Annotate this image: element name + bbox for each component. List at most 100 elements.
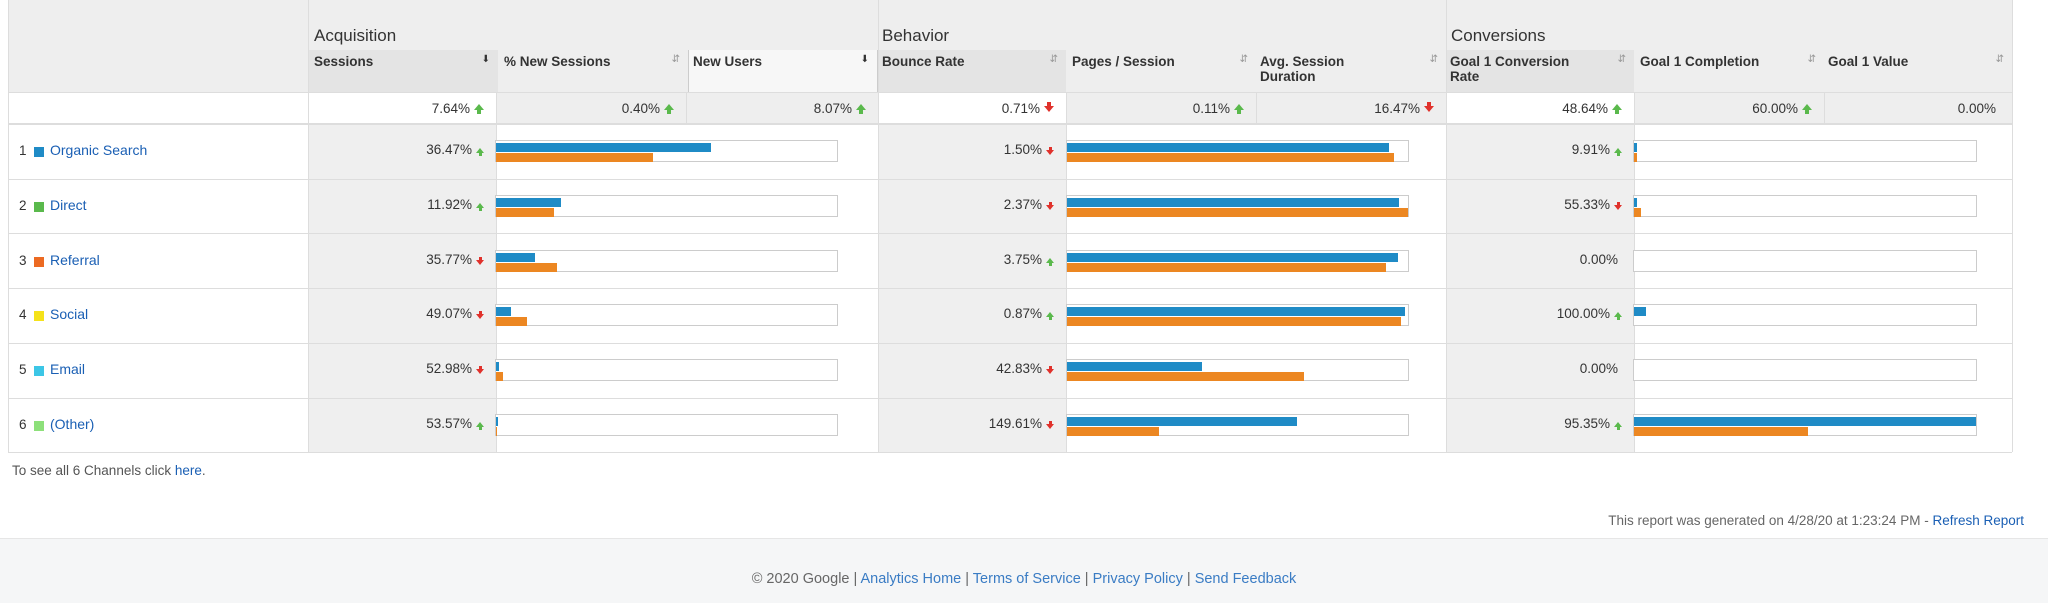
- arrow-up-icon: [1802, 104, 1812, 114]
- channel-link[interactable]: Social: [50, 306, 89, 323]
- bar-current: [496, 198, 561, 208]
- row-number: 1: [19, 143, 27, 159]
- arrow-down-icon: [1046, 366, 1054, 375]
- col-pages-session[interactable]: Pages / Session ⇵: [1066, 50, 1256, 92]
- bar-previous: [496, 372, 503, 382]
- generated-label: This report was generated on 4/28/20 at …: [1608, 513, 1933, 528]
- divider: [496, 92, 497, 452]
- footer-copyright: © 2020 Google |: [751, 571, 861, 587]
- col-goal-value[interactable]: Goal 1 Value ⇵: [1824, 50, 2012, 92]
- bar-previous: [496, 153, 653, 163]
- arrow-down-icon: [1046, 202, 1054, 211]
- pct-change: 35.77%: [426, 251, 472, 267]
- col-new-users-label: New Users: [693, 54, 763, 69]
- arrow-up-icon: [1614, 148, 1622, 157]
- conv-bar-chart: [1633, 413, 1977, 436]
- channel-link[interactable]: Organic Search: [50, 142, 148, 159]
- footer-link-analytics-home[interactable]: Analytics Home: [860, 571, 962, 587]
- channel-link[interactable]: Direct: [50, 197, 87, 214]
- arrow-up-icon: [1046, 257, 1054, 266]
- col-goal-completion[interactable]: Goal 1 Completion ⇵: [1634, 50, 1824, 92]
- col-bounce-rate[interactable]: Bounce Rate ⇵: [878, 50, 1066, 92]
- conv-pct-cell: 9.91%: [1446, 124, 1634, 179]
- beh-pct-col: [878, 124, 1066, 452]
- conv-pct-cell: 95.35%: [1446, 398, 1634, 453]
- col-avg-duration[interactable]: Avg. Session Duration ⇵: [1256, 50, 1446, 92]
- beh-bar-chart: [1066, 304, 1409, 327]
- conv-bar-col: [1634, 124, 2012, 452]
- col-sessions[interactable]: Sessions ⬇: [308, 50, 498, 92]
- bar-current: [1634, 416, 1976, 426]
- sort-icon: ⇵: [1239, 54, 1248, 65]
- series-color-swatch: [34, 147, 44, 158]
- bar-current: [1634, 198, 1637, 208]
- acq-bar-chart: [495, 140, 838, 163]
- pct-change: 0.00%: [1579, 361, 1618, 377]
- series-color-swatch: [34, 202, 44, 213]
- bar-previous: [1634, 426, 1809, 436]
- arrow-down-icon: [476, 311, 484, 320]
- col-avg-duration-label: Avg. Session Duration: [1260, 54, 1345, 84]
- bar-previous: [1067, 426, 1160, 436]
- pct-change: 36.47%: [426, 142, 472, 158]
- col-new-users[interactable]: New Users ⬇: [688, 50, 878, 92]
- channel-link[interactable]: Referral: [50, 251, 100, 268]
- row-divider: [8, 178, 2012, 180]
- col-new-sessions-label: % New Sessions: [504, 54, 611, 69]
- group-conversions: Conversions: [1451, 26, 1546, 45]
- row-divider: [8, 124, 2012, 125]
- row-divider: [8, 233, 2012, 235]
- totals-value: 0.00%: [1957, 101, 1996, 116]
- series-color-swatch: [34, 420, 44, 431]
- col-goal-conv-rate[interactable]: Goal 1 Conversion Rate ⇵: [1446, 50, 1634, 92]
- conv-bar-chart: [1633, 140, 1977, 163]
- arrow-down-icon: [476, 256, 484, 265]
- arrow-down-icon: [1044, 102, 1054, 112]
- acq-pct-col: [308, 124, 496, 452]
- bar-previous: [496, 317, 527, 327]
- conv-bar-chart: [1633, 249, 1977, 272]
- footer-sep: |: [1182, 571, 1195, 587]
- bar-current: [1634, 307, 1646, 317]
- pct-change: 52.98%: [426, 361, 472, 377]
- series-color-swatch: [34, 256, 44, 267]
- totals-cell-sessions: 7.64%: [308, 93, 496, 123]
- group-acquisition: Acquisition: [314, 26, 397, 45]
- group-behavior: Behavior: [882, 26, 950, 45]
- col-new-sessions[interactable]: % New Sessions ⇵: [498, 50, 688, 92]
- pct-change: 55.33%: [1564, 197, 1610, 213]
- see-all-link[interactable]: here: [174, 463, 202, 478]
- totals-cell-bounce_rate: 0.71%: [878, 93, 1066, 123]
- bar-current: [1067, 252, 1398, 262]
- channel-link[interactable]: (Other): [50, 415, 95, 432]
- arrow-up-icon: [474, 104, 484, 114]
- row-divider: [8, 397, 2012, 399]
- bar-current: [1067, 362, 1202, 372]
- footer-link-terms[interactable]: Terms of Service: [972, 571, 1081, 587]
- divider: [1446, 0, 1447, 452]
- bar-previous: [1067, 153, 1395, 163]
- conv-pct-col: [1446, 124, 1634, 452]
- channel-link[interactable]: Email: [50, 361, 86, 378]
- footer-link-privacy[interactable]: Privacy Policy: [1092, 571, 1183, 587]
- arrow-up-icon: [856, 104, 866, 114]
- acq-pct-cell: 52.98%: [308, 343, 496, 398]
- sort-icon: ⇵: [1429, 54, 1438, 65]
- beh-pct-cell: 2.37%: [878, 179, 1066, 234]
- beh-pct-cell: 149.61%: [878, 398, 1066, 453]
- pct-change: 1.50%: [1003, 142, 1042, 158]
- beh-pct-cell: 1.50%: [878, 124, 1066, 179]
- acq-pct-cell: 11.92%: [308, 179, 496, 234]
- bar-previous: [1067, 317, 1402, 327]
- totals-value: 60.00%: [1752, 101, 1798, 116]
- pct-change: 100.00%: [1556, 306, 1610, 322]
- acq-bar-col: [496, 124, 878, 452]
- footer-link-feedback[interactable]: Send Feedback: [1194, 571, 1297, 587]
- refresh-report-link[interactable]: Refresh Report: [1932, 513, 2024, 528]
- pct-change: 11.92%: [427, 197, 472, 213]
- row-divider: [8, 288, 2012, 290]
- arrow-up-icon: [476, 203, 484, 212]
- pct-change: 2.37%: [1003, 197, 1042, 213]
- pct-change: 42.83%: [996, 361, 1042, 377]
- row-number: 4: [19, 307, 27, 323]
